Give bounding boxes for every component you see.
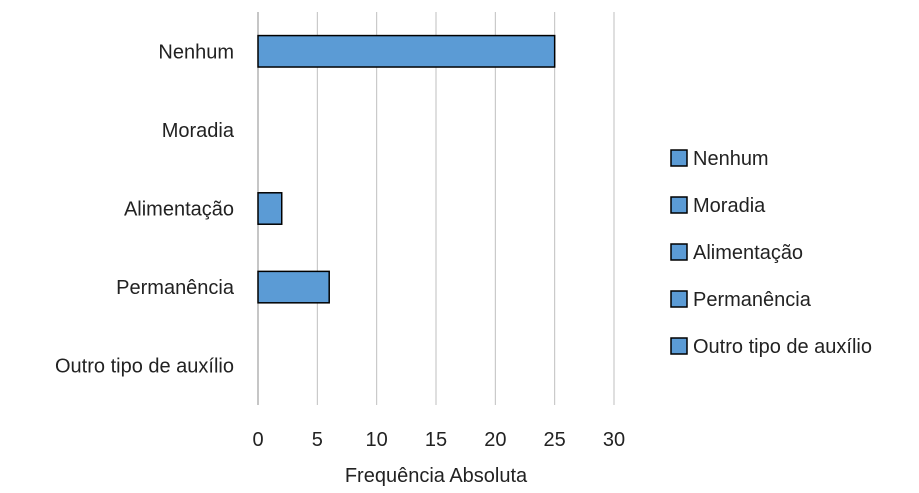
category-labels: Nenhum Moradia Alimentação Permanência Outro… <box>55 41 235 377</box>
bars <box>257 34 556 304</box>
legend-label: Moradia <box>693 195 766 217</box>
x-axis-title: Frequência Absoluta <box>345 465 528 487</box>
x-tick-label: 5 <box>312 429 323 451</box>
category-label: Outro tipo de auxílio <box>55 356 234 378</box>
legend-label: Outro tipo de auxílio <box>693 336 872 358</box>
legend-label: Alimentação <box>693 242 803 264</box>
bar <box>257 34 556 68</box>
category-label: Permanência <box>116 277 235 299</box>
grid-lines <box>257 12 615 405</box>
x-tick-label: 20 <box>484 429 506 451</box>
x-tick-label: 25 <box>544 429 566 451</box>
x-tick-labels: 0 5 10 15 20 25 30 <box>252 429 625 451</box>
x-tick-label: 30 <box>603 429 625 451</box>
bar <box>257 270 330 304</box>
category-label: Alimentação <box>124 199 234 221</box>
x-tick-label: 10 <box>366 429 388 451</box>
legend-label: Permanência <box>693 289 812 311</box>
bar <box>257 192 283 225</box>
legend-swatch <box>670 337 688 355</box>
legend-swatch <box>670 290 688 308</box>
legend-swatch <box>670 149 688 167</box>
legend: Nenhum Moradia Alimentação Permanência Outro… <box>670 148 872 358</box>
x-tick-label: 0 <box>252 429 263 451</box>
legend-swatch <box>670 196 688 214</box>
legend-label: Nenhum <box>693 148 769 170</box>
legend-swatch <box>670 243 688 261</box>
x-tick-label: 15 <box>425 429 447 451</box>
category-label: Moradia <box>162 120 235 142</box>
category-label: Nenhum <box>158 41 234 63</box>
